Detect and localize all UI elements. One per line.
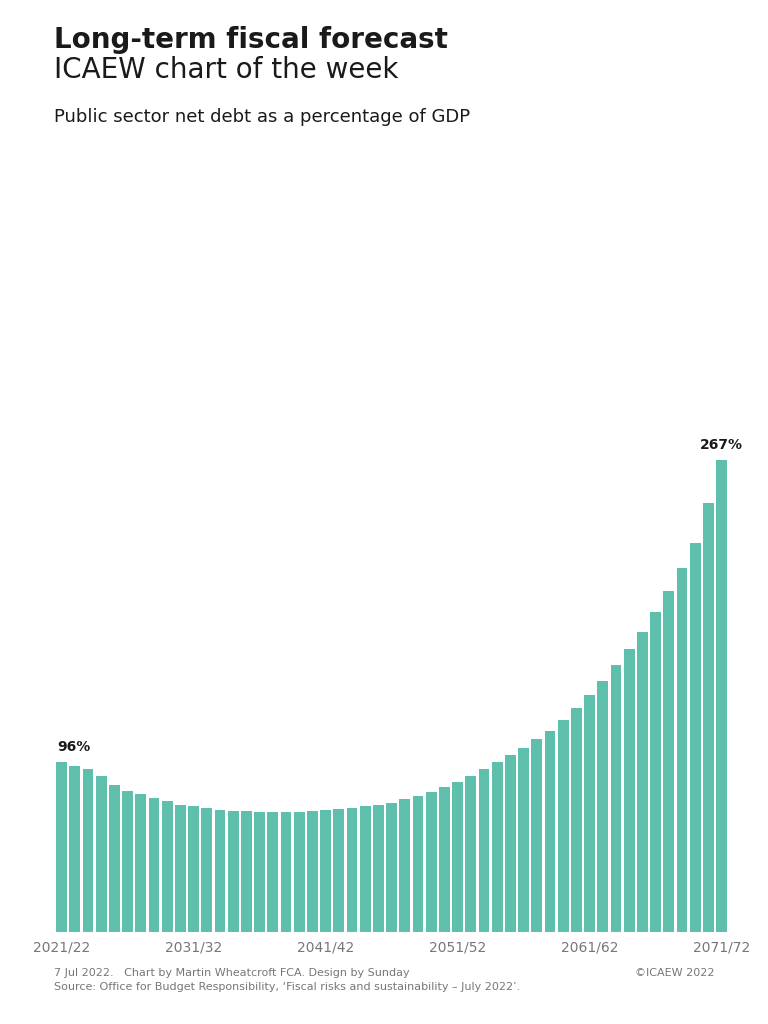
Bar [386,803,397,932]
Bar [96,776,107,932]
Bar [280,812,292,932]
Bar [122,791,133,932]
Bar [320,810,331,932]
Text: Long-term fiscal forecast: Long-term fiscal forecast [54,26,448,53]
Bar [162,801,173,932]
Bar [650,612,661,932]
Bar [664,591,674,932]
Bar [637,632,648,932]
Bar [254,812,265,932]
Bar [241,811,252,932]
Bar [545,730,555,932]
Bar [584,695,595,932]
Bar [149,798,160,932]
Bar [83,769,94,932]
Bar [452,781,463,932]
Bar [677,568,687,932]
Bar [175,805,186,932]
Text: Public sector net debt as a percentage of GDP: Public sector net debt as a percentage o… [54,108,470,126]
Bar [624,649,634,932]
Bar [598,681,608,932]
Bar [492,762,503,932]
Bar [439,787,450,932]
Bar [333,809,344,932]
Bar [399,800,410,932]
Bar [188,807,199,932]
Bar [478,769,489,932]
Text: 96%: 96% [58,739,91,754]
Bar [717,461,727,932]
Bar [360,807,371,932]
Bar [69,766,81,932]
Bar [465,776,476,932]
Bar [505,756,516,932]
Bar [373,805,384,932]
Bar [56,762,67,932]
Bar [690,544,700,932]
Bar [135,795,146,932]
Bar [109,785,120,932]
Text: ©ICAEW 2022: ©ICAEW 2022 [634,968,714,978]
Bar [267,812,278,932]
Bar [518,749,529,932]
Bar [228,811,239,932]
Bar [426,793,437,932]
Bar [611,666,621,932]
Bar [558,720,568,932]
Text: ICAEW chart of the week: ICAEW chart of the week [54,56,398,84]
Bar [412,796,423,932]
Bar [201,808,212,932]
Bar [307,811,318,932]
Text: 267%: 267% [700,437,743,452]
Bar [571,708,582,932]
Bar [531,739,542,932]
Bar [294,812,305,932]
Bar [215,810,226,932]
Text: 7 Jul 2022.   Chart by Martin Wheatcroft FCA. Design by Sunday
Source: Office fo: 7 Jul 2022. Chart by Martin Wheatcroft F… [54,968,520,991]
Bar [346,808,357,932]
Bar [703,503,714,932]
